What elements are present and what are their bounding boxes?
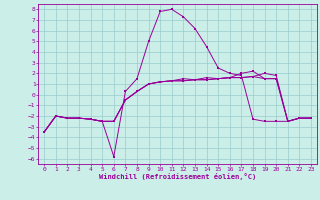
X-axis label: Windchill (Refroidissement éolien,°C): Windchill (Refroidissement éolien,°C)	[99, 173, 256, 180]
